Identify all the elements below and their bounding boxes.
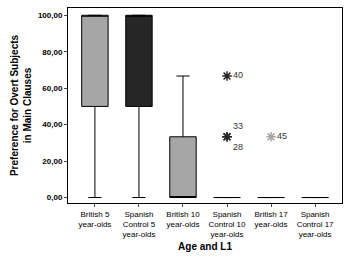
svg-text:40: 40 [233, 70, 243, 80]
svg-text:British 5year-olds: British 5year-olds [78, 210, 111, 229]
svg-text:SpanishControl 5year-olds: SpanishControl 5year-olds [122, 210, 155, 240]
svg-text:Age and L1: Age and L1 [178, 241, 232, 252]
svg-text:0,00: 0,00 [47, 193, 63, 202]
svg-text:40,00: 40,00 [42, 120, 63, 129]
svg-text:SpanishControl 17year-olds: SpanishControl 17year-olds [297, 210, 334, 240]
svg-text:60,00: 60,00 [42, 84, 63, 93]
svg-text:100,00: 100,00 [38, 11, 63, 20]
svg-text:SpanishControl 10year-olds: SpanishControl 10year-olds [209, 210, 246, 240]
svg-text:80,00: 80,00 [42, 48, 63, 57]
svg-text:Preference for Overt Subjectsi: Preference for Overt Subjectsin Main Cla… [9, 34, 33, 176]
svg-text:British 17year-olds: British 17year-olds [254, 210, 288, 229]
svg-text:45: 45 [277, 131, 287, 141]
svg-text:British 10year-olds: British 10year-olds [166, 210, 200, 229]
svg-text:28: 28 [233, 142, 243, 152]
svg-text:33: 33 [233, 121, 243, 131]
svg-text:20,00: 20,00 [42, 157, 63, 166]
